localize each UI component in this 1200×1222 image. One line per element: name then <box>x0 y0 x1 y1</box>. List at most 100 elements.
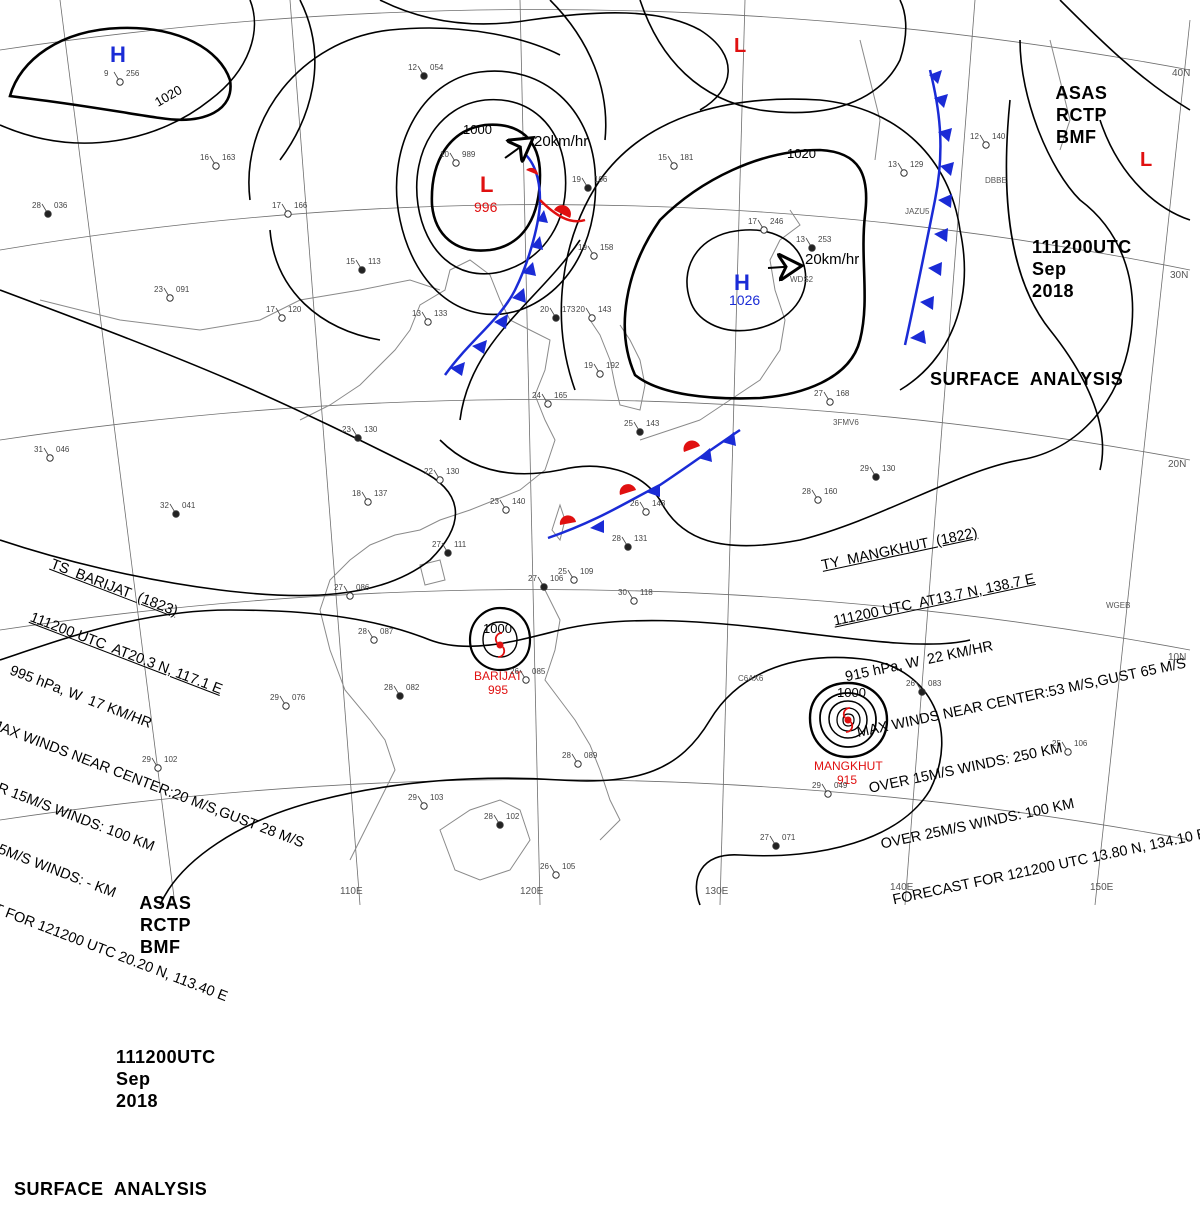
station-temperature: 12 <box>970 132 979 141</box>
chart-header-top-right: ASAS RCTP BMF 111200UTC Sep 2018 SURFACE… <box>930 16 1132 412</box>
station-temperature: 28 <box>562 751 571 760</box>
coast-hainan <box>419 559 446 586</box>
isobar-label: 1020 <box>152 82 185 109</box>
station-cloud-cover-icon <box>212 162 220 170</box>
station-pressure: 143 <box>652 499 666 508</box>
station-temperature: 26 <box>540 862 549 871</box>
station-plot: 29 102 <box>142 755 178 772</box>
low-center-symbol: L <box>1140 149 1152 171</box>
station-pressure: 083 <box>928 679 942 688</box>
station-temperature: 19 <box>572 175 581 184</box>
station-pressure: 109 <box>580 567 594 576</box>
station-cloud-cover-icon <box>574 760 582 768</box>
coast-korea <box>589 319 646 411</box>
station-temperature: 16 <box>200 153 209 162</box>
station-cloud-cover-icon <box>670 162 678 170</box>
lon-label: 150E <box>1090 882 1114 893</box>
station-plot: 27 106 <box>528 574 564 591</box>
header-source: ASAS <box>139 893 192 913</box>
coast-borneo <box>439 799 531 881</box>
station-temperature: 27 <box>432 540 441 549</box>
coast-sakhalin <box>859 39 881 161</box>
header-source: BMF <box>1056 127 1097 147</box>
station-temperature: 26 <box>906 679 915 688</box>
station-pressure: 181 <box>680 153 694 162</box>
station-cloud-cover-icon <box>808 244 816 252</box>
header-month: Sep <box>116 1069 151 1089</box>
station-plot: 13 253 <box>796 235 832 252</box>
station-pressure: 113 <box>368 257 381 266</box>
station-pressure: 036 <box>54 201 68 210</box>
station-cloud-cover-icon <box>166 294 174 302</box>
station-cloud-cover-icon <box>284 210 292 218</box>
isobar-label: 1000 <box>483 621 512 636</box>
station-plot: 32 041 <box>160 501 196 518</box>
station-pressure: 130 <box>364 425 378 434</box>
low-center-value: 996 <box>474 199 498 215</box>
ship-id: 3FMV6 <box>833 418 859 427</box>
station-plot: 26 085 <box>510 667 546 684</box>
coast-japan <box>639 209 801 441</box>
advisory-line: 995 hPa, W 17 KM/HR <box>7 662 154 732</box>
header-time: 111200UTC <box>116 1047 216 1067</box>
typhoon-pressure: 995 <box>488 683 508 697</box>
station-cloud-cover-icon <box>596 370 604 378</box>
station-cloud-cover-icon <box>872 473 880 481</box>
station-plot: 28 131 <box>612 534 648 551</box>
station-cloud-cover-icon <box>282 702 290 710</box>
isobar-label: 1000 <box>463 122 492 137</box>
typhoon-name: MANGKHUT <box>814 759 883 773</box>
low-center-symbol: L <box>480 172 493 197</box>
station-plot: 28 087 <box>358 627 394 644</box>
station-plot: 20 173 <box>540 305 576 322</box>
station-plot: 29 076 <box>270 693 306 710</box>
station-plot: 19 192 <box>584 361 620 378</box>
station-temperature: 28 <box>802 487 811 496</box>
header-source: ASAS <box>1055 83 1108 103</box>
station-pressure: 046 <box>56 445 70 454</box>
station-cloud-cover-icon <box>424 318 432 326</box>
lat-label: 10N <box>1168 652 1186 663</box>
station-plot: 27 168 <box>814 389 850 406</box>
station-pressure: 106 <box>1074 739 1088 748</box>
station-temperature: 29 <box>142 755 151 764</box>
station-plot: 29 130 <box>860 464 896 481</box>
ship-id: WGEB <box>1106 601 1130 610</box>
station-cloud-cover-icon <box>636 428 644 436</box>
station-temperature: 23 <box>490 497 499 506</box>
header-time: 111200UTC <box>1032 237 1132 257</box>
station-cloud-cover-icon <box>630 597 638 605</box>
meridian-150e <box>1094 19 1191 906</box>
lon-label: 120E <box>520 886 544 897</box>
parallel-10n <box>0 589 1191 651</box>
station-temperature: 10 <box>440 150 449 159</box>
typhoon-name: BARIJAT <box>474 669 523 683</box>
station-pressure: 054 <box>430 63 444 72</box>
station-cloud-cover-icon <box>452 159 460 167</box>
station-pressure: 082 <box>406 683 420 692</box>
station-pressure: 131 <box>634 534 648 543</box>
station-pressure: 133 <box>434 309 448 318</box>
station-plot: 13 129 <box>888 160 924 177</box>
station-plot: 28 082 <box>384 683 420 700</box>
motion-vectors: 20km/hr 20km/hr <box>504 133 859 268</box>
header-year: 2018 <box>1032 281 1075 301</box>
station-temperature: 27 <box>760 833 769 842</box>
station-temperature: 31 <box>34 445 43 454</box>
station-pressure: 106 <box>550 574 564 583</box>
station-plot: 19 106 <box>572 175 608 192</box>
header-title: SURFACE ANALYSIS <box>930 369 1124 389</box>
station-plot: 27 071 <box>760 833 796 850</box>
coast-kamchatka <box>1049 39 1071 151</box>
station-cloud-cover-icon <box>590 252 598 260</box>
station-temperature: 17 <box>748 217 757 226</box>
station-pressure: 091 <box>176 285 190 294</box>
station-temperature: 25 <box>624 419 633 428</box>
advisory-line: MAX WINDS NEAR CENTER:20 M/S,GUST 28 M/S <box>0 716 307 852</box>
station-pressure: 989 <box>462 150 476 159</box>
station-cloud-cover-icon <box>814 496 822 504</box>
station-pressure: 143 <box>646 419 660 428</box>
station-cloud-cover-icon <box>900 169 908 177</box>
low-center-symbol: L <box>734 35 746 57</box>
station-pressure: 137 <box>374 489 388 498</box>
